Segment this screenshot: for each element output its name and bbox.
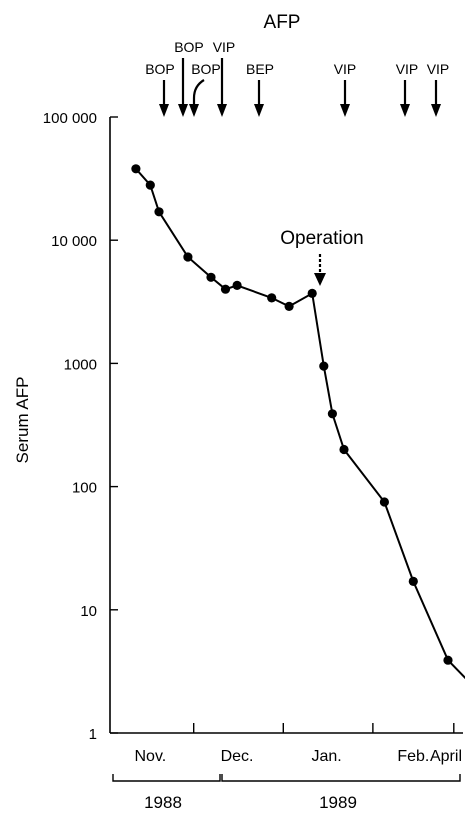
y-tick-label-2: 100 — [72, 480, 97, 497]
data-point-2 — [154, 207, 164, 217]
treatment-label-6: VIP — [396, 61, 419, 77]
treatment-arrow-2 — [192, 79, 205, 106]
data-point-14 — [408, 576, 418, 587]
treatment-label-2: BOP — [191, 61, 221, 77]
month-label-1: Dec. — [221, 748, 254, 765]
month-label-3: Feb. — [397, 748, 429, 765]
y-tick-label-1: 10 — [80, 603, 97, 620]
year-brackets: 1988 1989 — [112, 774, 461, 812]
treatment-label-4: BEP — [246, 61, 274, 77]
data-point-7 — [267, 293, 277, 303]
month-label-2: Jan. — [312, 748, 342, 765]
treatment-arrowhead-4 — [254, 104, 264, 117]
chart-title: AFP — [264, 12, 301, 33]
data-point-11 — [327, 409, 337, 419]
y-tick-label-4: 10 000 — [51, 233, 97, 250]
month-label-5: April — [430, 748, 462, 765]
data-point-10 — [319, 361, 329, 371]
treatment-label-3: VIP — [213, 39, 236, 55]
treatment-arrowhead-2 — [189, 104, 199, 117]
data-point-5 — [220, 284, 231, 294]
y-tick-label-5: 100 000 — [43, 110, 97, 127]
treatment-label-0: BOP — [145, 61, 175, 77]
treatment-arrowhead-5 — [340, 104, 350, 117]
treatment-label-1: BOP — [174, 39, 204, 55]
x-ticks — [192, 723, 455, 733]
operation-annotation: Operation — [280, 228, 364, 286]
annotation-label: Operation — [280, 228, 363, 249]
treatment-arrowhead-3 — [217, 104, 227, 117]
month-label-0: Nov. — [134, 748, 166, 765]
data-point-12 — [339, 444, 349, 455]
treatment-arrowhead-6 — [400, 104, 410, 117]
operation-arrowhead — [314, 273, 326, 286]
treatment-arrowhead-7 — [431, 104, 441, 117]
year-bracket-0 — [112, 774, 221, 782]
y-tick-label-3: 1000 — [64, 356, 97, 373]
month-labels: Nov.Dec.Jan.Feb.MarchApril — [134, 748, 462, 765]
data-point-3 — [183, 252, 193, 262]
treatment-arrowhead-0 — [159, 104, 169, 117]
data-point-6 — [232, 280, 242, 290]
data-point-4 — [206, 272, 216, 282]
y-axis-label: Serum AFP — [13, 377, 32, 464]
treatment-arrowhead-1 — [178, 104, 188, 117]
afp-series — [131, 164, 465, 680]
data-point-8 — [284, 301, 294, 311]
y-ticks: 1 10 100 1000 10 000 100 000 — [43, 110, 118, 743]
treatment-label-5: VIP — [334, 61, 357, 77]
data-point-0 — [131, 164, 141, 174]
year-bracket-1 — [221, 774, 461, 782]
data-point-1 — [145, 180, 155, 190]
treatment-arrows: BOP BOP BOP VIP BEP VIP VIP VIP — [145, 39, 449, 117]
y-tick-label-0: 1 — [89, 726, 97, 743]
data-point-15 — [443, 655, 453, 665]
data-point-9 — [307, 288, 317, 298]
treatment-label-7: VIP — [427, 61, 450, 77]
axes — [109, 117, 463, 734]
data-point-13 — [379, 497, 389, 507]
year-label-0: 1988 — [144, 793, 182, 812]
year-label-1: 1989 — [319, 793, 357, 812]
